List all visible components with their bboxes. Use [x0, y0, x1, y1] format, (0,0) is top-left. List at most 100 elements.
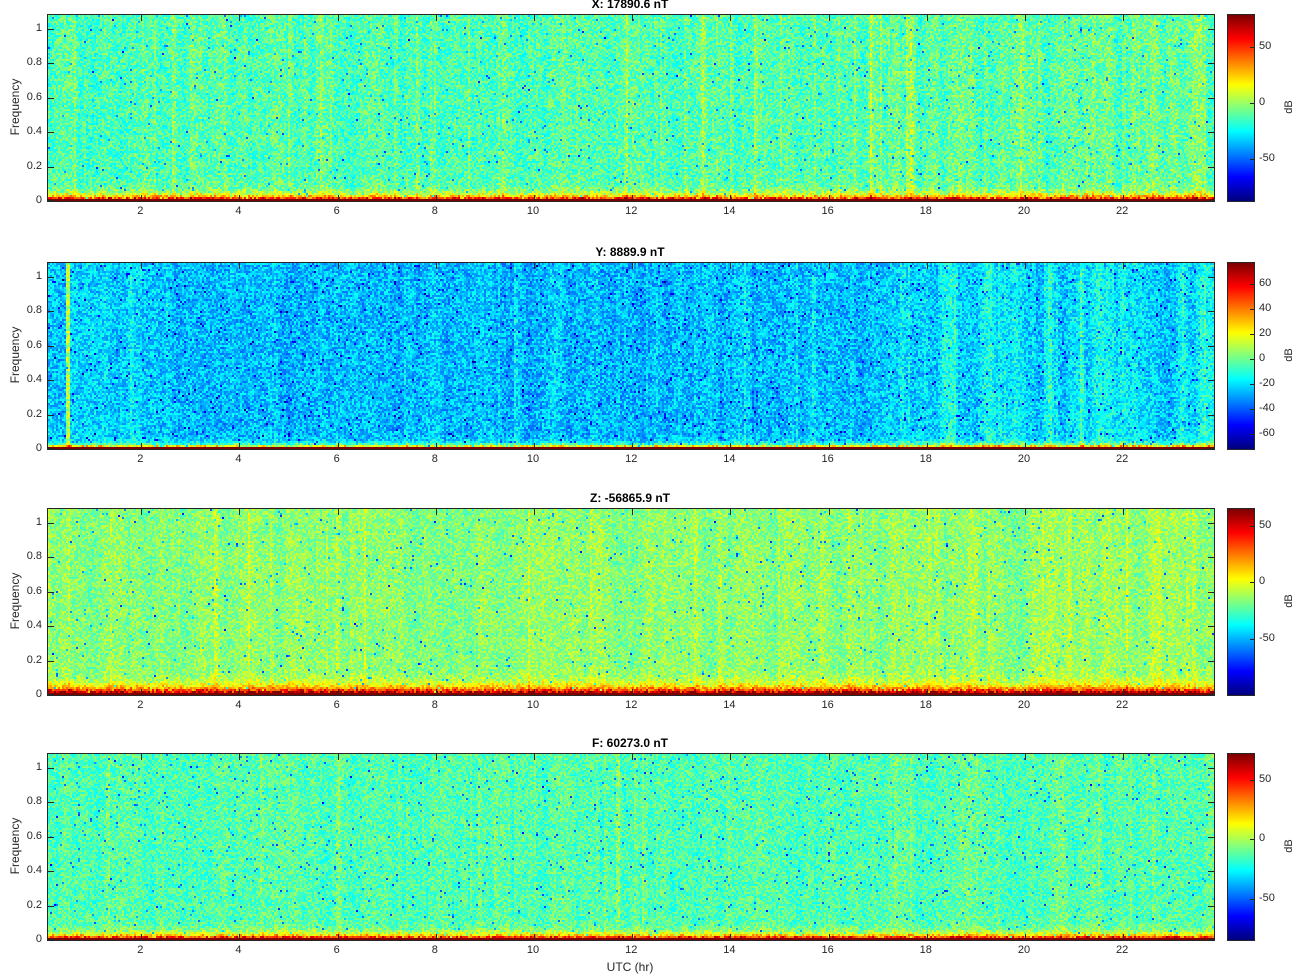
- x-tick-mark: [534, 263, 536, 269]
- x-tick-mark: [1123, 15, 1125, 21]
- colorbar-tick-label: 20: [1259, 327, 1272, 340]
- y-tick-label: 0.6: [26, 584, 42, 597]
- colorbar-label: dB: [1283, 594, 1295, 608]
- x-tick-mark: [632, 934, 634, 940]
- x-tick-label: 20: [1017, 699, 1031, 711]
- y-tick-mark: [1208, 166, 1214, 168]
- x-tick-mark: [435, 509, 437, 515]
- colorbar: [1227, 508, 1255, 696]
- colorbar-tick-mark: [1250, 46, 1254, 48]
- x-tick-label: 2: [137, 699, 144, 711]
- y-tick-label: 0.8: [26, 304, 42, 317]
- x-tick-mark: [1024, 934, 1026, 940]
- x-tick-mark: [828, 754, 830, 760]
- x-tick-mark: [239, 443, 241, 449]
- y-tick-mark: [48, 63, 54, 65]
- y-tick-mark: [48, 97, 54, 99]
- x-tick-mark: [632, 195, 634, 201]
- y-tick-mark: [1208, 380, 1214, 382]
- x-tick-mark: [435, 934, 437, 940]
- colorbar-tick-mark: [1250, 409, 1254, 411]
- x-tick-mark: [239, 689, 241, 695]
- y-tick-mark: [48, 660, 54, 662]
- x-tick-mark: [828, 934, 830, 940]
- panel-title: Y: 8889.9 nT: [595, 245, 665, 259]
- y-tick-mark: [48, 871, 54, 873]
- x-tick-mark: [632, 754, 634, 760]
- x-tick-mark: [534, 195, 536, 201]
- y-tick-label: 0.8: [26, 550, 42, 563]
- x-tick-label: 20: [1017, 453, 1031, 465]
- spectrogram-canvas: [48, 509, 1214, 695]
- x-tick-mark: [337, 443, 339, 449]
- x-tick-mark: [1024, 263, 1026, 269]
- spectrogram-plot-area: [47, 262, 1215, 450]
- y-tick-label: 0.2: [26, 898, 42, 911]
- x-tick-mark: [337, 263, 339, 269]
- colorbar-gradient: [1228, 263, 1254, 449]
- y-tick-mark: [48, 905, 54, 907]
- y-tick-label: 0.6: [26, 90, 42, 103]
- y-tick-label: 1: [35, 515, 42, 528]
- colorbar-tick-label: -20: [1259, 377, 1275, 390]
- x-tick-mark: [730, 263, 732, 269]
- y-tick-mark: [48, 802, 54, 804]
- x-tick-mark: [141, 934, 143, 940]
- x-axis-label: UTC (hr): [606, 960, 654, 974]
- x-tick-mark: [730, 934, 732, 940]
- y-tick-mark: [48, 132, 54, 134]
- x-tick-label: 18: [919, 699, 932, 711]
- x-tick-mark: [926, 754, 928, 760]
- y-tick-mark: [1208, 311, 1214, 313]
- y-tick-label: 0: [35, 442, 42, 454]
- colorbar-tick-label: 0: [1259, 95, 1266, 108]
- x-tick-label: 22: [1116, 944, 1129, 956]
- y-tick-mark: [1208, 939, 1214, 940]
- x-tick-mark: [435, 443, 437, 449]
- colorbar-tick-mark: [1250, 309, 1254, 311]
- y-tick-label: 0.2: [26, 653, 42, 666]
- x-tick-mark: [337, 509, 339, 515]
- y-tick-label: 0.4: [26, 373, 42, 386]
- x-tick-label: 8: [431, 944, 438, 956]
- y-tick-label: 0.8: [26, 56, 42, 69]
- y-tick-mark: [1208, 200, 1214, 201]
- x-tick-mark: [435, 263, 437, 269]
- x-tick-label: 18: [919, 205, 932, 217]
- y-tick-mark: [1208, 871, 1214, 873]
- x-tick-mark: [926, 509, 928, 515]
- x-tick-mark: [337, 15, 339, 21]
- x-tick-label: 12: [625, 944, 638, 956]
- colorbar-tick-label: 0: [1259, 352, 1266, 365]
- x-tick-label: 18: [919, 944, 932, 956]
- y-tick-label: 0.8: [26, 795, 42, 808]
- x-tick-mark: [730, 689, 732, 695]
- x-tick-label: 12: [625, 453, 638, 465]
- x-tick-mark: [730, 15, 732, 21]
- x-tick-label: 2: [137, 944, 144, 956]
- y-tick-mark: [48, 522, 54, 524]
- x-tick-mark: [337, 754, 339, 760]
- x-tick-label: 6: [333, 944, 340, 956]
- x-tick-mark: [239, 509, 241, 515]
- y-tick-label: 0.6: [26, 829, 42, 842]
- y-tick-mark: [48, 311, 54, 313]
- x-tick-mark: [926, 934, 928, 940]
- x-tick-mark: [632, 689, 634, 695]
- x-tick-mark: [1024, 509, 1026, 515]
- colorbar-tick-label: 50: [1259, 518, 1272, 531]
- y-tick-mark: [1208, 97, 1214, 99]
- colorbar-gradient: [1228, 509, 1254, 695]
- x-tick-mark: [828, 15, 830, 21]
- colorbar-tick-mark: [1250, 159, 1254, 161]
- x-tick-mark: [239, 263, 241, 269]
- panel-title: X: 17890.6 nT: [591, 0, 669, 11]
- colorbar-tick-label: 0: [1259, 832, 1266, 845]
- x-tick-label: 16: [821, 205, 834, 217]
- panel-title: F: 60273.0 nT: [591, 736, 669, 750]
- y-tick-label: 0.2: [26, 407, 42, 420]
- y-tick-mark: [48, 414, 54, 416]
- x-tick-mark: [632, 443, 634, 449]
- y-tick-mark: [1208, 626, 1214, 628]
- y-tick-mark: [1208, 522, 1214, 524]
